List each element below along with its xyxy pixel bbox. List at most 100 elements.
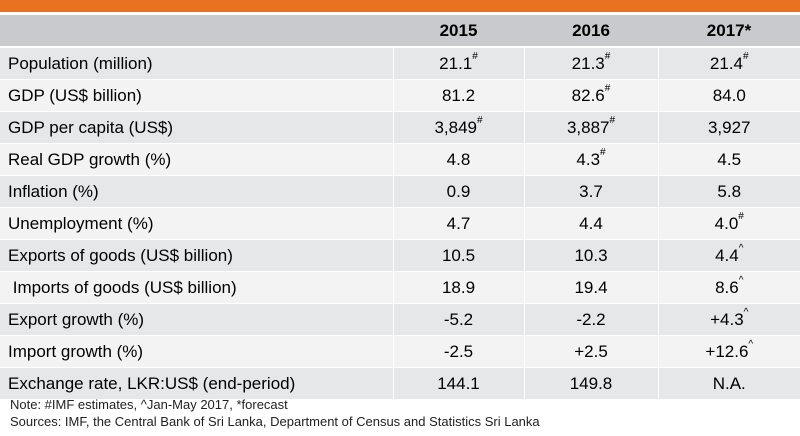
economic-indicators-table: 2015 2016 2017* Population (million) 21.1… xyxy=(0,15,800,400)
footnote-marker: # xyxy=(476,114,483,126)
header-row: 2015 2016 2017* xyxy=(0,15,800,48)
footnote-marker: # xyxy=(604,50,611,62)
header-year-2016: 2016 xyxy=(524,15,658,48)
value-cell: 10.3 xyxy=(523,239,658,272)
footnote-marker: # xyxy=(604,82,611,94)
cell-value: 18.9 xyxy=(441,277,476,297)
sources: Sources: IMF, the Central Bank of Sri La… xyxy=(10,414,540,429)
value-cell: 3.7 xyxy=(523,175,658,208)
value-cell: 4.3# xyxy=(523,143,658,176)
cell-value: -2.2 xyxy=(576,309,606,329)
cell-value: 21.3 xyxy=(571,53,605,73)
cell-value: 10.3 xyxy=(574,245,608,265)
value-cell: 5.8 xyxy=(657,175,800,208)
value-cell: 3,927 xyxy=(657,111,800,144)
value-cell: 21.4# xyxy=(657,47,800,80)
footnote-marker: ^ xyxy=(738,274,744,286)
value-cell: 21.1# xyxy=(392,47,524,80)
value-cell: -5.2 xyxy=(392,303,524,336)
cell-value: 19.4 xyxy=(574,277,608,297)
value-cell: 21.3# xyxy=(523,47,658,80)
value-cell: 4.4 xyxy=(523,207,658,240)
accent-bar xyxy=(0,0,800,12)
table-row: GDP per capita (US$) 3,849# 3,887# 3,927 xyxy=(0,111,800,144)
value-cell: +2.5 xyxy=(523,335,658,368)
table-row: Real GDP growth (%) 4.8 4.3# 4.5 xyxy=(0,143,800,176)
row-label: Population (million) xyxy=(0,47,393,80)
cell-value: 21.1 xyxy=(439,53,473,73)
cell-value: -2.5 xyxy=(443,341,474,361)
cell-value: 21.4 xyxy=(709,53,744,73)
cell-value: 0.9 xyxy=(446,181,471,201)
table-body: Population (million) 21.1# 21.3# 21.4# GDP (… xyxy=(0,47,800,400)
value-cell: 3,887# xyxy=(523,111,658,144)
cell-value: N.A. xyxy=(712,373,746,393)
header-year-2015: 2015 xyxy=(393,15,524,48)
row-label: Real GDP growth (%) xyxy=(0,143,393,176)
table-row: GDP (US$ billion) 81.2 82.6# 84.0 xyxy=(0,79,800,112)
row-label: Exchange rate, LKR:US$ (end-period) xyxy=(0,367,393,400)
cell-value: 4.3 xyxy=(576,149,601,169)
footnote-marker: # xyxy=(738,210,744,222)
cell-value: 3,849 xyxy=(434,117,477,137)
header-year-2017: 2017* xyxy=(658,15,800,48)
value-cell: 4.5 xyxy=(657,143,800,176)
value-cell: 8.6^ xyxy=(657,271,800,304)
cell-value: 81.2 xyxy=(441,85,476,105)
row-label: Import growth (%) xyxy=(0,335,393,368)
row-label: Export growth (%) xyxy=(0,303,393,336)
value-cell: N.A. xyxy=(657,367,800,400)
cell-value: 84.0 xyxy=(712,85,746,105)
cell-value: +2.5 xyxy=(574,341,608,361)
cell-value: 4.4 xyxy=(715,245,739,265)
value-cell: 4.4^ xyxy=(657,239,800,272)
header-label-cell xyxy=(0,15,393,48)
cell-value: 4.4 xyxy=(579,213,603,233)
value-cell: 3,849# xyxy=(392,111,524,144)
footnote-marker: ^ xyxy=(748,338,754,350)
cell-value: 3,887 xyxy=(566,117,610,137)
table-row: Export growth (%) -5.2 -2.2 +4.3^ xyxy=(0,303,800,336)
cell-value: 82.6 xyxy=(571,85,605,105)
row-label: Exports of goods (US$ billion) xyxy=(0,239,393,272)
table-row: Exports of goods (US$ billion) 10.5 10.3 4.… xyxy=(0,239,800,272)
value-cell: 0.9 xyxy=(392,175,524,208)
notes-block: Note: #IMF estimates, ^Jan-May 2017, *fo… xyxy=(10,396,540,430)
footnote-marker: ^ xyxy=(738,242,744,254)
value-cell: 19.4 xyxy=(523,271,658,304)
row-label: Inflation (%) xyxy=(0,175,393,208)
cell-value: 4.5 xyxy=(717,149,742,169)
value-cell: -2.2 xyxy=(523,303,658,336)
row-label: Imports of goods (US$ billion) xyxy=(0,271,393,304)
cell-value: 4.7 xyxy=(446,213,471,233)
value-cell: 4.8 xyxy=(392,143,524,176)
value-cell: 18.9 xyxy=(392,271,524,304)
table-row: Exchange rate, LKR:US$ (end-period) 144.1… xyxy=(0,367,800,400)
table-row: Inflation (%) 0.9 3.7 5.8 xyxy=(0,175,800,208)
value-cell: +12.6^ xyxy=(657,335,800,368)
value-cell: 84.0 xyxy=(657,79,800,112)
value-cell: 4.0# xyxy=(657,207,800,240)
cell-value: 149.8 xyxy=(569,373,613,393)
row-label: GDP (US$ billion) xyxy=(0,79,393,112)
cell-value: +4.3 xyxy=(710,309,744,329)
row-label: GDP per capita (US$) xyxy=(0,111,393,144)
cell-value: +12.6 xyxy=(705,341,749,361)
value-cell: 4.7 xyxy=(392,207,524,240)
value-cell: 149.8 xyxy=(523,367,658,400)
cell-value: 4.8 xyxy=(446,149,471,169)
row-label: Unemployment (%) xyxy=(0,207,393,240)
value-cell: 81.2 xyxy=(392,79,524,112)
footnote-marker: # xyxy=(609,114,616,126)
cell-value: 3.7 xyxy=(579,181,603,201)
footnote-marker: ^ xyxy=(743,306,749,318)
value-cell: 10.5 xyxy=(392,239,524,272)
table-row: Import growth (%) -2.5 +2.5 +12.6^ xyxy=(0,335,800,368)
cell-value: 144.1 xyxy=(437,373,480,393)
value-cell: 144.1 xyxy=(392,367,524,400)
value-cell: +4.3^ xyxy=(657,303,800,336)
footnote: Note: #IMF estimates, ^Jan-May 2017, *fo… xyxy=(10,397,288,412)
table-row: Population (million) 21.1# 21.3# 21.4# xyxy=(0,47,800,80)
table-row: Unemployment (%) 4.7 4.4 4.0# xyxy=(0,207,800,240)
cell-value: 4.0 xyxy=(714,213,739,233)
